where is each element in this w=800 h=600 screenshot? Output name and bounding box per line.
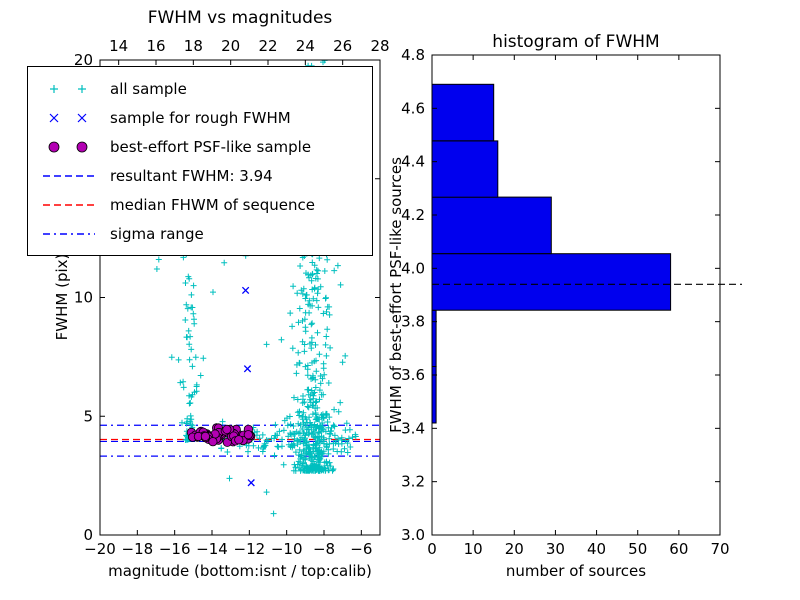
tick-label: 26 — [333, 37, 352, 55]
tick-label: −14 — [196, 540, 228, 558]
tick-label: 22 — [258, 37, 277, 55]
legend-item-sigma-range: sigma range — [40, 219, 368, 248]
tick-label: 4.6 — [401, 99, 425, 117]
legend-item-resultant-fwhm: resultant FWHM: 3.94 — [40, 161, 368, 190]
legend-item-psf-sample: best-effort PSF-like sample — [40, 132, 368, 161]
right-plot-xlabel: number of sources — [505, 562, 647, 580]
left-plot-data — [100, 60, 380, 517]
tick-label: 10 — [464, 540, 483, 558]
tick-label: −6 — [350, 540, 372, 558]
left-plot-ylabel: FWHM (pix) — [53, 253, 71, 341]
tick-label: 3.2 — [401, 473, 425, 491]
tick-label: 3.6 — [401, 366, 425, 384]
hist-bar — [431, 196, 552, 255]
histogram-bars — [431, 83, 672, 424]
legend-item-median-fwhm: median FHWM of sequence — [40, 190, 368, 219]
tick-label: 18 — [184, 37, 203, 55]
legend-item-label: best-effort PSF-like sample — [110, 137, 312, 156]
tick-label: 14 — [109, 37, 128, 55]
dashed-line-icon — [43, 203, 95, 206]
tick-label: 4.2 — [401, 206, 425, 224]
tick-label: 30 — [546, 540, 565, 558]
tick-label: 70 — [710, 540, 729, 558]
tick-label: 10 — [74, 289, 93, 307]
tick-label: 4.4 — [401, 153, 425, 171]
tick-label: −12 — [234, 540, 266, 558]
legend-item-label: all sample — [110, 79, 187, 98]
legend-item-label: sigma range — [110, 224, 204, 243]
tick-label: 3.0 — [401, 526, 425, 544]
right-plot-ylabel: FWHM of best-effort PSF-like sources — [387, 157, 405, 433]
left-plot-xlabel: magnitude (bottom:isnt / top:calib) — [108, 562, 372, 580]
legend-item-label: sample for rough FWHM — [110, 108, 291, 127]
tick-label: 20 — [505, 540, 524, 558]
plus-marker-icon — [50, 84, 86, 93]
hist-bar — [431, 253, 672, 311]
x-marker-icon — [49, 113, 87, 122]
hist-bar — [431, 83, 495, 142]
dashed-line-icon — [43, 174, 95, 177]
tick-label: −20 — [84, 540, 116, 558]
legend-item-label: median FHWM of sequence — [110, 195, 315, 214]
tick-label: −8 — [313, 540, 335, 558]
tick-label: 4.8 — [401, 46, 425, 64]
right-plot-title: histogram of FWHM — [492, 32, 660, 52]
tick-label: 16 — [146, 37, 165, 55]
tick-label: 3.4 — [401, 419, 425, 437]
tick-label: 20 — [74, 51, 93, 69]
legend: all sample sample for rough FWHM best-ef… — [27, 66, 373, 256]
legend-item-rough-fwhm: sample for rough FWHM — [40, 103, 368, 132]
tick-label: 20 — [221, 37, 240, 55]
tick-label: 60 — [669, 540, 688, 558]
circle-marker-icon — [48, 141, 88, 152]
tick-label: −10 — [271, 540, 303, 558]
left-plot-title: FWHM vs magnitudes — [147, 8, 333, 28]
legend-item-all-sample: all sample — [40, 74, 368, 103]
hist-bar — [431, 309, 437, 368]
dashdot-line-icon — [43, 232, 95, 235]
tick-label: −18 — [122, 540, 154, 558]
tick-label: 4.0 — [401, 259, 425, 277]
hist-bar — [431, 140, 499, 198]
tick-marks — [99, 54, 721, 536]
tick-label: −16 — [159, 540, 191, 558]
tick-label: 0 — [83, 526, 93, 544]
tick-label: 28 — [370, 37, 389, 55]
tick-label: 24 — [296, 37, 315, 55]
scatter-psf-sample — [186, 423, 256, 447]
tick-label: 3.8 — [401, 313, 425, 331]
tick-label: 0 — [427, 540, 437, 558]
right-plot-frame — [431, 54, 721, 536]
legend-item-label: resultant FWHM: 3.94 — [110, 166, 273, 185]
tick-label: 50 — [628, 540, 647, 558]
tick-label: 5 — [83, 407, 93, 425]
tick-label: 40 — [587, 540, 606, 558]
